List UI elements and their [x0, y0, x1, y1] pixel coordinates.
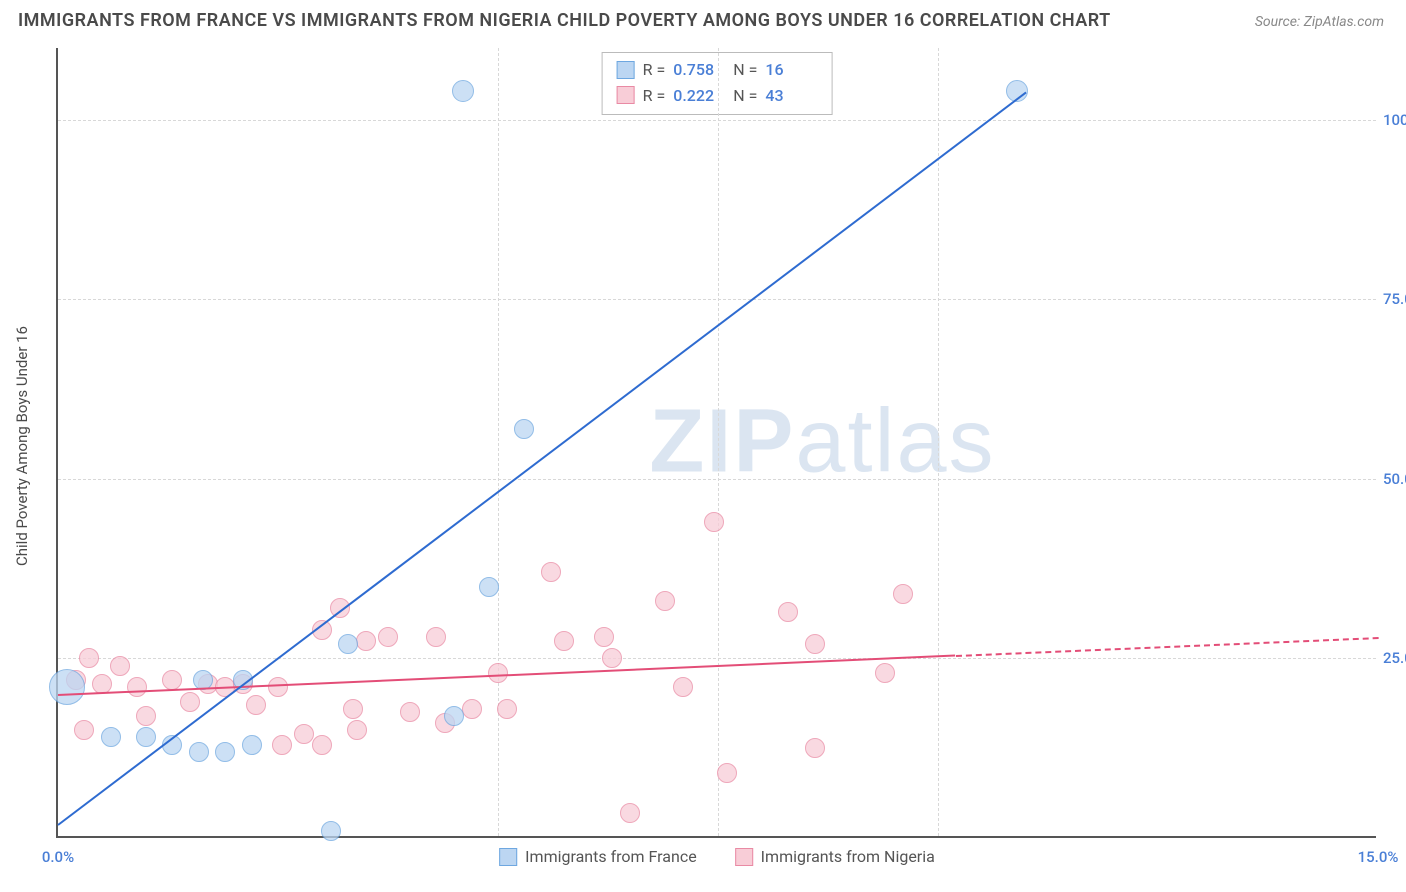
data-point-nigeria [805, 738, 825, 758]
r-label: R = [643, 83, 666, 109]
gridline-h [58, 120, 1376, 121]
correlation-row-france: R = 0.758 N = 16 [617, 57, 818, 83]
data-point-nigeria [594, 627, 614, 647]
data-point-nigeria [893, 584, 913, 604]
gridline-h [58, 299, 1376, 300]
swatch-nigeria [735, 848, 753, 866]
data-point-nigeria [541, 562, 561, 582]
data-point-nigeria [805, 634, 825, 654]
gridline-v [718, 48, 719, 836]
data-point-nigeria [673, 677, 693, 697]
data-point-france [321, 821, 341, 841]
bottom-legend: Immigrants from France Immigrants from N… [499, 847, 935, 866]
r-label: R = [643, 57, 666, 83]
y-tick-label: 75.0% [1383, 290, 1406, 308]
data-point-france [101, 727, 121, 747]
y-tick-label: 25.0% [1383, 649, 1406, 667]
legend-item-france: Immigrants from France [499, 847, 697, 866]
data-point-nigeria [620, 803, 640, 823]
data-point-nigeria [162, 670, 182, 690]
gridline-h [58, 658, 1376, 659]
data-point-france [338, 634, 358, 654]
x-tick-label: 0.0% [42, 848, 74, 866]
trend-line [58, 655, 956, 696]
legend-label-nigeria: Immigrants from Nigeria [761, 847, 935, 866]
data-point-nigeria [110, 656, 130, 676]
data-point-france [189, 742, 209, 762]
y-axis-title: Child Poverty Among Boys Under 16 [13, 326, 31, 566]
data-point-nigeria [602, 648, 622, 668]
swatch-france [499, 848, 517, 866]
trend-line-extrapolated [956, 637, 1378, 657]
x-tick-label: 15.0% [1358, 848, 1399, 866]
data-point-france [479, 577, 499, 597]
correlation-legend-box: R = 0.758 N = 16 R = 0.222 N = 43 [602, 52, 833, 115]
data-point-nigeria [92, 674, 112, 694]
data-point-france [242, 735, 262, 755]
watermark-thin: atlas [795, 392, 995, 492]
data-point-nigeria [356, 631, 376, 651]
data-point-nigeria [400, 702, 420, 722]
data-point-nigeria [462, 699, 482, 719]
data-point-france [49, 669, 85, 705]
legend-label-france: Immigrants from France [525, 847, 697, 866]
data-point-france [215, 742, 235, 762]
chart-plot-area: ZIPatlas R = 0.758 N = 16 R = 0.222 N = … [56, 48, 1376, 838]
correlation-row-nigeria: R = 0.222 N = 43 [617, 83, 818, 109]
data-point-nigeria [312, 735, 332, 755]
data-point-france [452, 80, 474, 102]
data-point-nigeria [554, 631, 574, 651]
n-value-france: 16 [765, 57, 817, 83]
data-point-nigeria [488, 663, 508, 683]
gridline-v [938, 48, 939, 836]
data-point-nigeria [180, 692, 200, 712]
legend-item-nigeria: Immigrants from Nigeria [735, 847, 935, 866]
gridline-h [58, 479, 1376, 480]
n-label: N = [733, 83, 757, 109]
data-point-nigeria [655, 591, 675, 611]
n-value-nigeria: 43 [765, 83, 817, 109]
chart-title: IMMIGRANTS FROM FRANCE VS IMMIGRANTS FRO… [18, 10, 1111, 31]
data-point-nigeria [136, 706, 156, 726]
swatch-france [617, 61, 635, 79]
data-point-nigeria [272, 735, 292, 755]
data-point-nigeria [74, 720, 94, 740]
trend-line [57, 91, 1026, 825]
data-point-nigeria [246, 695, 266, 715]
data-point-nigeria [704, 512, 724, 532]
data-point-nigeria [343, 699, 363, 719]
data-point-nigeria [378, 627, 398, 647]
data-point-nigeria [497, 699, 517, 719]
data-point-france [444, 706, 464, 726]
swatch-nigeria [617, 86, 635, 104]
data-point-nigeria [79, 648, 99, 668]
data-point-nigeria [347, 720, 367, 740]
n-label: N = [733, 57, 757, 83]
data-point-france [514, 419, 534, 439]
source-label: Source: ZipAtlas.com [1255, 14, 1384, 30]
watermark-bold: ZIP [649, 392, 795, 492]
y-tick-label: 50.0% [1383, 470, 1406, 488]
data-point-nigeria [778, 602, 798, 622]
data-point-nigeria [127, 677, 147, 697]
data-point-nigeria [268, 677, 288, 697]
y-tick-label: 100.0% [1383, 111, 1406, 129]
data-point-nigeria [426, 627, 446, 647]
data-point-nigeria [717, 763, 737, 783]
gridline-v [498, 48, 499, 836]
data-point-nigeria [875, 663, 895, 683]
data-point-france [136, 727, 156, 747]
